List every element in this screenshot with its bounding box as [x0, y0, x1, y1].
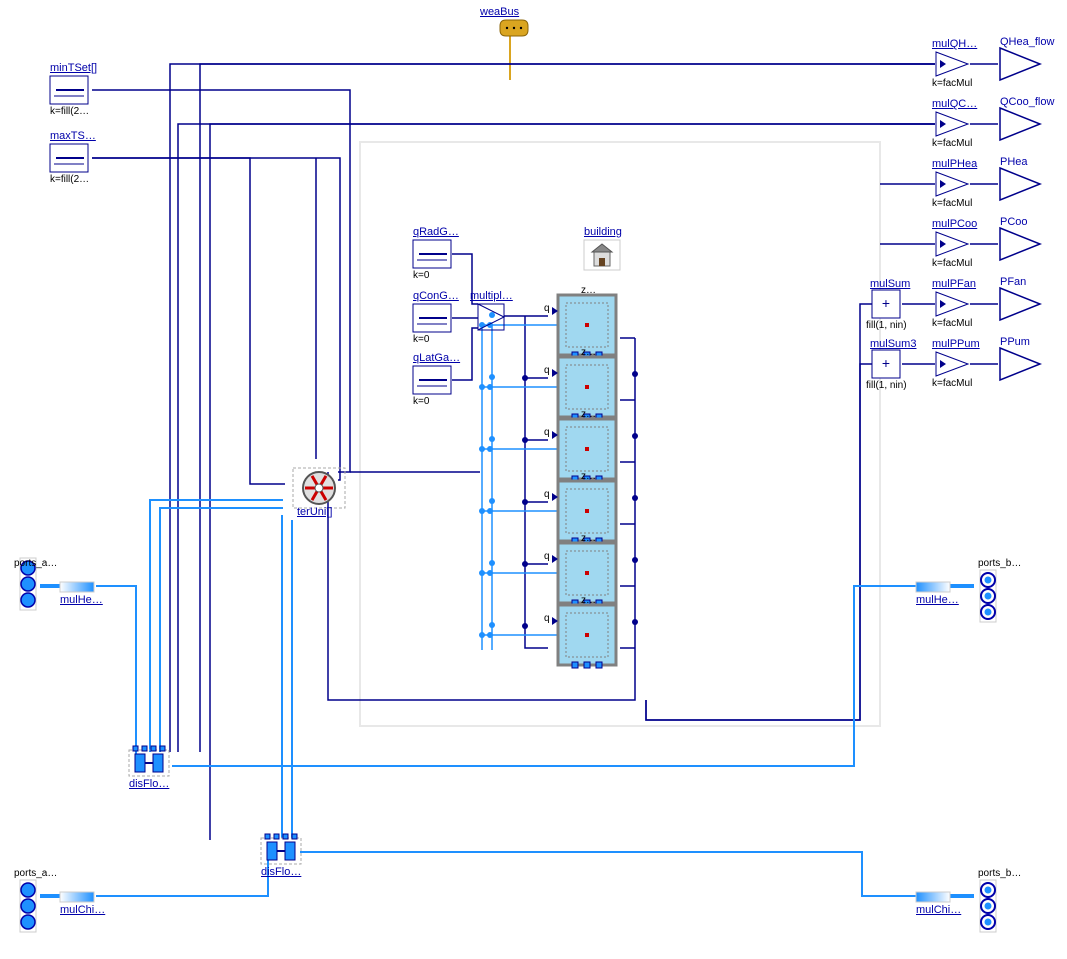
text-label: q — [544, 613, 550, 624]
text-label: PPum — [1000, 336, 1030, 348]
text-label: k=facMul — [932, 78, 972, 89]
text-label: mulQH… — [932, 38, 977, 50]
text-label: weaBus — [480, 6, 519, 18]
text-label: mulPHea — [932, 158, 977, 170]
text-label: z… — [581, 347, 596, 358]
text-label: qLatGa… — [413, 352, 460, 364]
text-label: mulSum3 — [870, 338, 916, 350]
text-label: k=fill(2… — [50, 106, 89, 117]
text-label: k=facMul — [932, 198, 972, 209]
text-label: q — [544, 551, 550, 562]
text-label: minTSet[] — [50, 62, 97, 74]
text-label: k=facMul — [932, 378, 972, 389]
text-label: mulChi… — [916, 904, 961, 916]
text-label: k=0 — [413, 396, 429, 407]
text-label: mulPPum — [932, 338, 980, 350]
svg-text:+: + — [882, 355, 890, 371]
text-label: z… — [581, 533, 596, 544]
text-label: PFan — [1000, 276, 1026, 288]
text-label: building — [584, 226, 622, 238]
text-label: qRadG… — [413, 226, 459, 238]
text-label: mulSum — [870, 278, 910, 290]
text-label: qConG… — [413, 290, 459, 302]
text-label: q — [544, 489, 550, 500]
text-label: terUni[] — [297, 506, 332, 518]
text-label: PHea — [1000, 156, 1028, 168]
text-label: disFlo… — [261, 866, 301, 878]
text-label: z… — [581, 595, 596, 606]
text-label: mulPCoo — [932, 218, 977, 230]
text-label: maxTS… — [50, 130, 96, 142]
text-label: fill(1, nin) — [866, 320, 907, 331]
text-label: fill(1, nin) — [866, 380, 907, 391]
text-label: ports_b… — [978, 868, 1021, 879]
text-label: z… — [581, 471, 596, 482]
text-label: mulHe… — [916, 594, 959, 606]
text-label: k=facMul — [932, 258, 972, 269]
text-label: multipl… — [470, 290, 513, 302]
text-label: z… — [581, 285, 596, 296]
text-label: q — [544, 303, 550, 314]
diagram-canvas: ++ — [0, 0, 1067, 959]
text-label: ports_a… — [14, 868, 57, 879]
text-label: disFlo… — [129, 778, 169, 790]
text-label: k=facMul — [932, 138, 972, 149]
text-label: mulPFan — [932, 278, 976, 290]
text-label: PCoo — [1000, 216, 1028, 228]
text-label: q — [544, 365, 550, 376]
text-label: ports_b… — [978, 558, 1021, 569]
text-label: ports_a… — [14, 558, 57, 569]
text-label: k=0 — [413, 270, 429, 281]
text-label: k=facMul — [932, 318, 972, 329]
text-label: z… — [581, 409, 596, 420]
text-label: QHea_flow — [1000, 36, 1054, 48]
text-label: k=fill(2… — [50, 174, 89, 185]
text-label: k=0 — [413, 334, 429, 345]
text-label: mulQC… — [932, 98, 977, 110]
svg-text:+: + — [882, 295, 890, 311]
text-label: QCoo_flow — [1000, 96, 1054, 108]
text-label: mulHe… — [60, 594, 103, 606]
text-label: q — [544, 427, 550, 438]
text-label: mulChi… — [60, 904, 105, 916]
